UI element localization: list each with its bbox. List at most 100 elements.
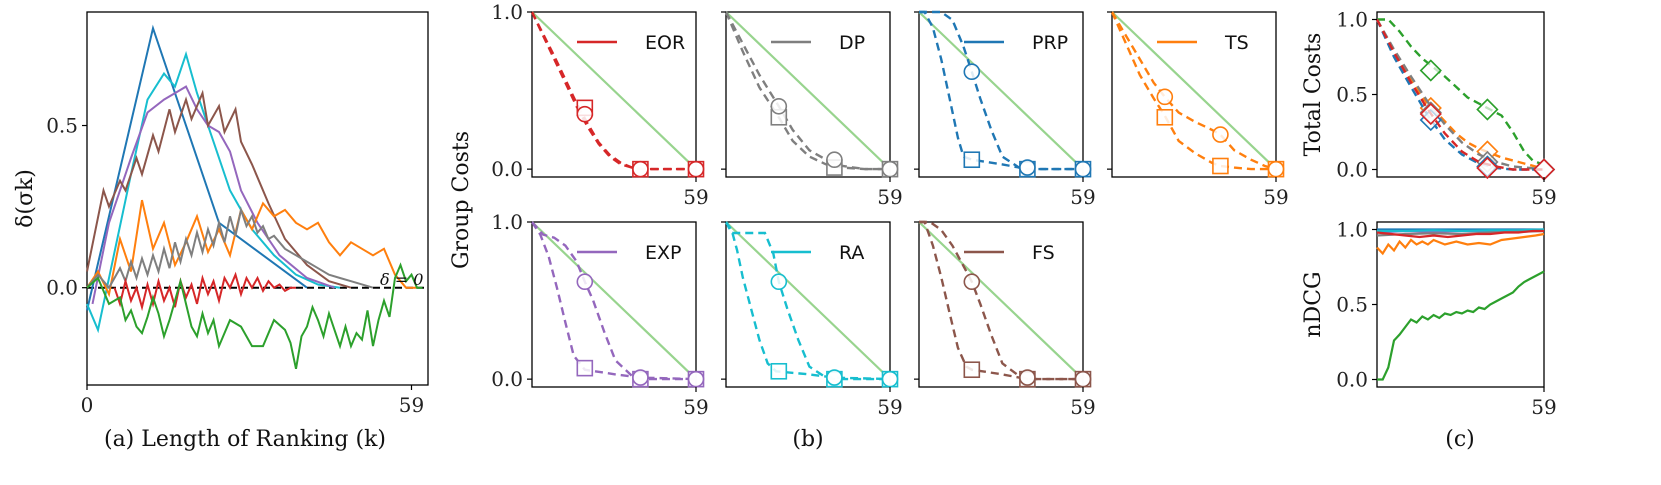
panel-b-ra-frame [725, 221, 891, 388]
panel-a-caption: (a) Length of Ranking (k) [104, 427, 386, 452]
panel-b-fs-circle-marker [1019, 369, 1036, 386]
panel-b-ra-legend-label: RA [839, 242, 864, 264]
panel-c-top-series [1375, 18, 1556, 181]
ndcg-eor [1376, 229, 1544, 239]
panel-b-exp-legend-label: EXP [645, 242, 681, 264]
total-cost-uni-marker [1419, 59, 1442, 82]
panel-b-exp-xtick-label: 59 [683, 395, 708, 419]
panel-b-dp-legend-label: DP [839, 32, 865, 54]
panel-b-fs-circle-marker [1074, 370, 1092, 388]
panel-b-fs-frame [918, 221, 1084, 388]
total-cost-eor [1375, 18, 1544, 171]
panel-b-caption: (b) [792, 427, 823, 452]
panel-b-prp-xtick-label: 59 [1070, 185, 1095, 209]
total-cost-eor-marker [1419, 102, 1442, 126]
panel-b-fs-group-a-curve [919, 220, 1083, 381]
ndcg-uni [1377, 270, 1545, 381]
panel-b-ts-plot [1110, 11, 1285, 178]
panel-c-bottom-frame [1376, 221, 1545, 388]
panel-b-dp-xtick-label: 59 [877, 185, 902, 209]
panel-c-bottom-ytick-label: 0.0 [1336, 368, 1368, 392]
panel-a-ytick-label: 0.5 [46, 114, 78, 138]
panel-b-prp-circle-marker [963, 63, 981, 81]
panel-b-prp-plot [918, 10, 1092, 178]
series-dp [86, 206, 374, 290]
panel-b-ts-circle-marker [1267, 160, 1285, 178]
panel-b-exp-reference-line [531, 221, 697, 380]
panel-b-prp-group-b-curve [919, 10, 1083, 171]
series-fs [86, 89, 352, 289]
panel-b-exp-circle-marker [576, 273, 594, 291]
panel-c-bottom-xtick-label: 59 [1531, 395, 1556, 419]
panel-b-prp-circle-marker [1019, 159, 1036, 176]
panel-b-ts-circle-marker [1212, 126, 1229, 143]
panel-b-ra-group-a-curve [725, 221, 891, 381]
panel-b-fs-legend-label: FS [1032, 242, 1055, 264]
panel-b-fs-square-marker [963, 361, 981, 379]
panel-b-prp-frame [918, 11, 1084, 178]
panel-b-exp-circle-marker [632, 369, 649, 386]
total-cost-eor-marker [1476, 156, 1499, 180]
series-ts [86, 199, 417, 298]
panel-b-dp-circle-marker [881, 160, 899, 178]
panel-b-ra-circle-marker [881, 370, 899, 388]
total-cost-dp [1375, 18, 1545, 171]
panel-b-ts-square-marker [1212, 157, 1229, 175]
ndcg-ts [1376, 232, 1545, 256]
series-eor [113, 271, 296, 312]
panel-b-eor-reference-line [531, 11, 697, 170]
panel-c-top-xtick-label: 59 [1531, 185, 1556, 209]
series-uni [86, 262, 423, 370]
panel-b-ylabel: Group Costs [449, 131, 474, 269]
panel-b-eor-plot [530, 11, 705, 178]
panel-b-ts-group-b-curve [1110, 11, 1277, 171]
panel-b-fs-xtick-label: 59 [1070, 395, 1095, 419]
panel-c-top-ytick-label: 1.0 [1336, 8, 1368, 32]
panel-a-series [86, 24, 423, 370]
panel-b-dp-circle-marker [826, 151, 843, 169]
panel-b-fs-circle-marker [963, 273, 981, 291]
panel-a-xtick-label: 0 [81, 393, 94, 417]
panel-b-ra-square-marker [770, 362, 788, 380]
panel-c-top-ylabel: Total Costs [1301, 33, 1326, 157]
panel-b-prp-group-a-curve [919, 10, 1083, 171]
panel-b-prp-legend-label: PRP [1032, 32, 1068, 54]
panel-b-exp-ytick-label: 0.0 [491, 367, 523, 391]
panel-b-eor-circle-marker [687, 160, 705, 178]
panel-b-ts-legend-label: TS [1224, 32, 1249, 54]
total-cost-prp [1375, 19, 1544, 171]
total-cost-uni-marker [1476, 98, 1499, 121]
panel-b-fs-reference-line [918, 221, 1084, 380]
panel-b-ts-frame [1111, 11, 1277, 178]
panel-b-ra-xtick-label: 59 [877, 395, 902, 419]
panel-b-prp-circle-marker [1074, 160, 1092, 178]
panel-b-prp-square-marker [963, 151, 981, 169]
panel-b-eor-ytick-label: 1.0 [491, 0, 523, 24]
total-cost-ts [1375, 18, 1545, 171]
panel-b-ts-group-a-curve [1110, 11, 1276, 171]
panel-b-eor-circle-marker [632, 160, 649, 178]
panel-b-ra-circle-marker [826, 369, 843, 386]
panel-b-exp-frame [531, 221, 697, 388]
panel-c-top-ytick-label: 0.5 [1336, 83, 1368, 107]
panel-b-exp-ytick-label: 1.0 [491, 210, 523, 234]
panel-b-eor-legend-label: EOR [645, 32, 685, 54]
panel-b-prp-reference-line [918, 11, 1084, 170]
panel-c-bottom-series [1376, 228, 1545, 381]
ndcg-ra [1377, 228, 1545, 233]
panel-c-top-ytick-label: 0.0 [1336, 158, 1368, 182]
panel-b-exp-circle-marker [687, 370, 705, 388]
panel-b-ra-circle-marker [770, 273, 788, 291]
panel-c-bottom-ytick-label: 1.0 [1336, 218, 1368, 242]
panel-b-eor-frame [531, 11, 697, 178]
panel-b-ra-plot [724, 221, 899, 388]
panel-b-eor-circle-marker [576, 105, 594, 123]
panel-b-fs-group-b-curve [919, 220, 1083, 381]
panel-b-eor-ytick-label: 0.0 [491, 157, 523, 181]
panel-a-frame [86, 11, 429, 386]
panel-b-fs-plot [918, 220, 1092, 388]
delta-zero-label: δ = 0 [380, 270, 423, 289]
panel-b-exp-square-marker [576, 359, 594, 377]
panel-b-exp-group-a-curve [530, 221, 697, 381]
series-prp [86, 24, 308, 311]
